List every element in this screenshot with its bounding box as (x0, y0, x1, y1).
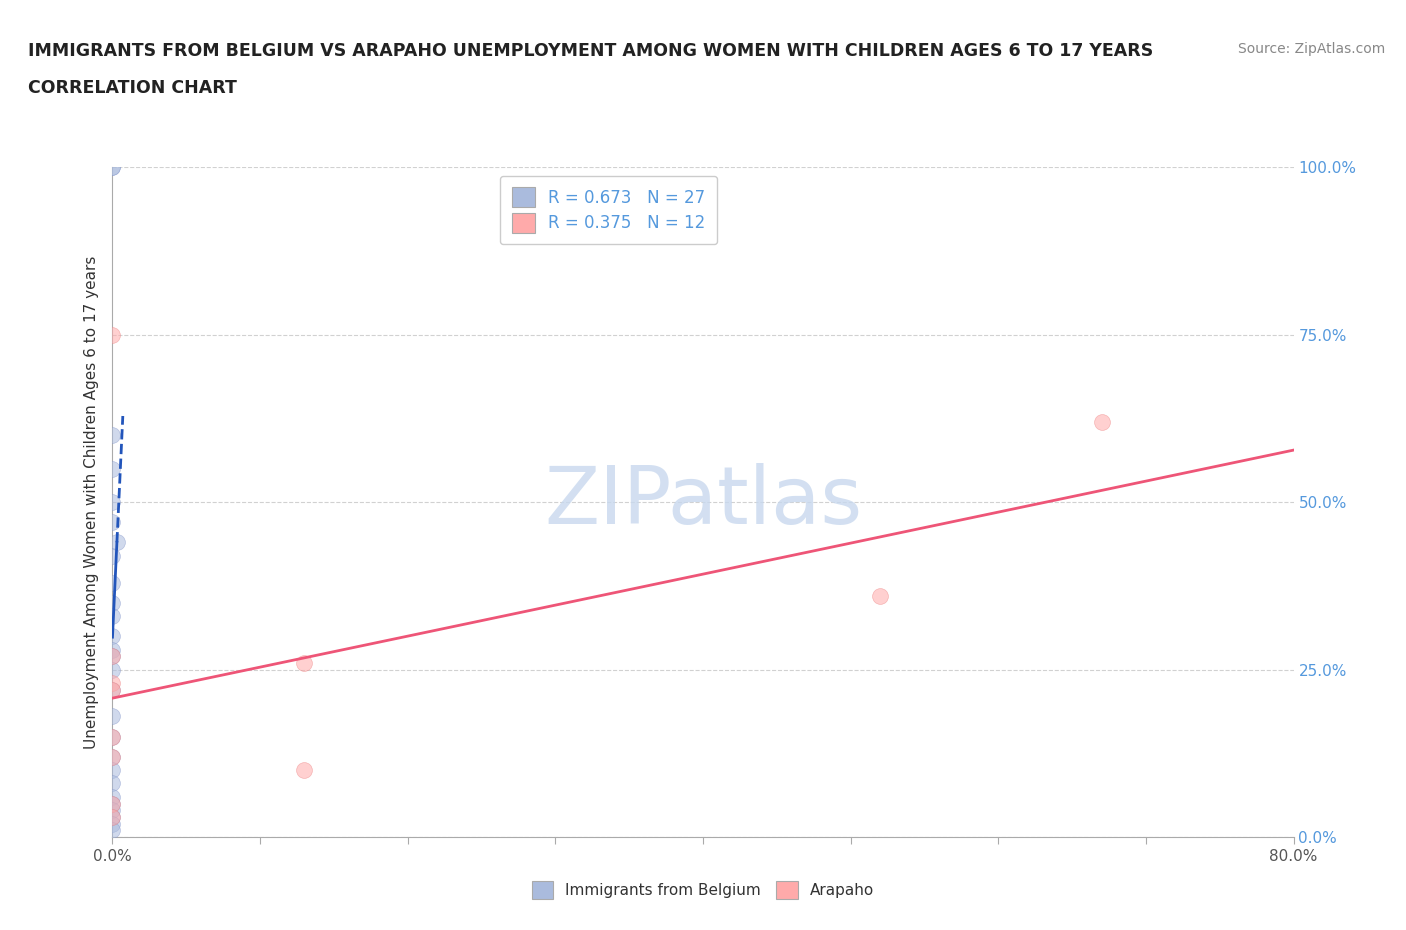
Point (101, 790, 124, 804)
Point (101, 461, 124, 476)
Point (101, 823, 124, 838)
Point (101, 608, 124, 623)
Point (101, 675, 124, 690)
Point (101, 776, 124, 790)
Point (101, 796, 124, 811)
Point (292, 763, 315, 777)
Point (101, 495, 124, 510)
Point (101, 649, 124, 664)
Point (292, 656, 315, 671)
Text: ZIPatlas: ZIPatlas (544, 463, 862, 541)
Point (105, 535, 128, 550)
Point (101, 649, 124, 664)
Point (101, 629, 124, 644)
Text: CORRELATION CHART: CORRELATION CHART (28, 79, 238, 97)
Point (101, 729, 124, 744)
Point (101, 662, 124, 677)
Point (101, 428, 124, 443)
Point (1091, 415, 1114, 430)
Point (101, 595, 124, 610)
Point (101, 160, 124, 175)
Point (101, 750, 124, 764)
Point (101, 327, 124, 342)
Point (101, 796, 124, 811)
Point (101, 549, 124, 564)
Point (101, 817, 124, 831)
Point (101, 809, 124, 824)
Point (101, 575, 124, 590)
Point (101, 642, 124, 657)
Point (101, 803, 124, 817)
Point (101, 683, 124, 698)
Y-axis label: Unemployment Among Women with Children Ages 6 to 17 years: Unemployment Among Women with Children A… (84, 256, 100, 749)
Text: IMMIGRANTS FROM BELGIUM VS ARAPAHO UNEMPLOYMENT AMONG WOMEN WITH CHILDREN AGES 6: IMMIGRANTS FROM BELGIUM VS ARAPAHO UNEMP… (28, 42, 1153, 60)
Legend: Immigrants from Belgium, Arapaho: Immigrants from Belgium, Arapaho (522, 870, 884, 910)
Point (101, 515, 124, 530)
Text: Source: ZipAtlas.com: Source: ZipAtlas.com (1237, 42, 1385, 56)
Point (869, 589, 891, 604)
Point (101, 709, 124, 724)
Point (101, 750, 124, 764)
Point (101, 763, 124, 777)
Point (101, 683, 124, 698)
Point (101, 160, 124, 175)
Point (101, 809, 124, 824)
Point (101, 729, 124, 744)
